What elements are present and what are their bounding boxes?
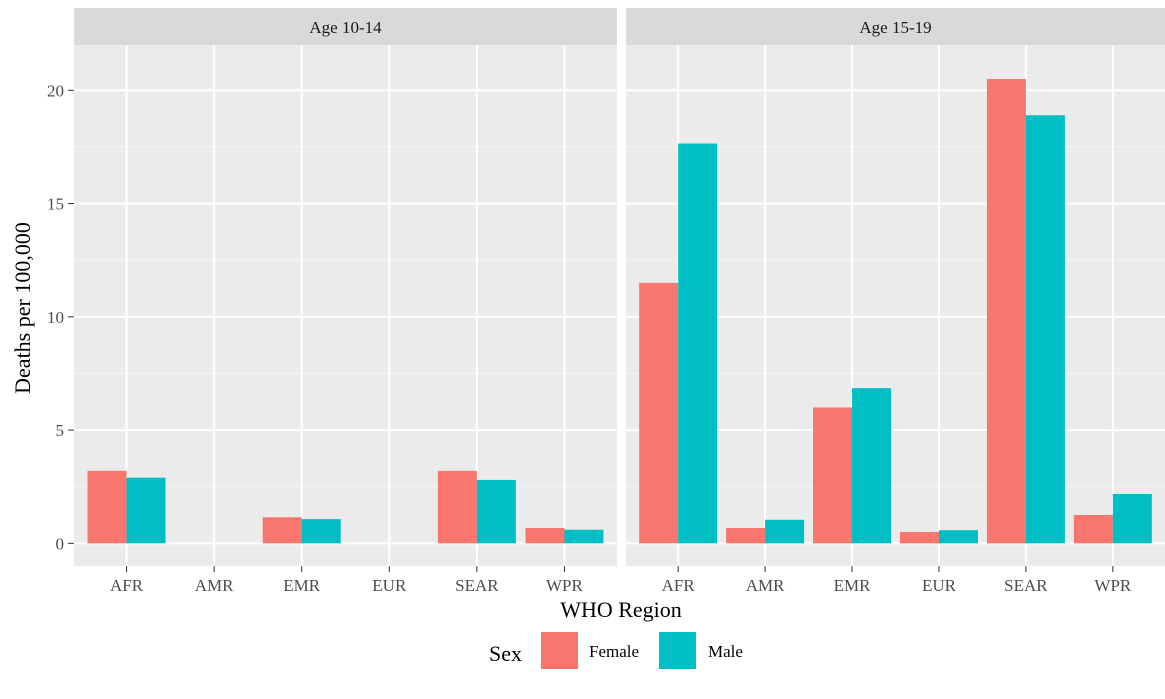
- facet-strip-label: Age 10-14: [309, 18, 382, 37]
- y-axis-title: Deaths per 100,000: [10, 222, 35, 394]
- panel-2: Age 15-19 AFR AMR EMR EUR SEAR WPR: [626, 8, 1165, 595]
- bar-male-afr: [678, 143, 718, 544]
- x-tick-label: EUR: [372, 576, 407, 595]
- x-tick-label: AMR: [746, 576, 785, 595]
- bar-male-emr: [852, 388, 892, 544]
- facet-strip: [626, 8, 1165, 45]
- x-axis-title: WHO Region: [560, 597, 682, 622]
- bar-female-sear: [986, 78, 1026, 544]
- y-tick-label: 5: [56, 421, 65, 440]
- bar-male-sear: [476, 479, 516, 544]
- bar-male-amr: [765, 519, 805, 544]
- bar-male-sear: [1025, 115, 1065, 544]
- y-tick-label: 10: [47, 308, 64, 327]
- bar-male-wpr: [564, 529, 604, 544]
- y-tick-label: 15: [47, 195, 64, 214]
- x-tick-label: AMR: [195, 576, 234, 595]
- legend-title: Sex: [489, 641, 522, 666]
- x-tick-label: EMR: [283, 576, 321, 595]
- x-tick-label: WPR: [1094, 576, 1132, 595]
- bar-female-eur: [899, 532, 939, 544]
- y-tick-label: 0: [56, 534, 65, 553]
- x-tick-label: WPR: [546, 576, 584, 595]
- y-tick-label: 20: [47, 81, 64, 100]
- bar-female-emr: [262, 517, 302, 544]
- x-tick-label: AFR: [662, 576, 696, 595]
- bar-male-wpr: [1112, 493, 1152, 544]
- bar-female-emr: [813, 407, 853, 544]
- panel-1: Age 10-14 AFR AMR EMR EUR SEAR WPR: [74, 8, 617, 595]
- legend-label-female: Female: [589, 642, 639, 661]
- x-tick-label: EUR: [922, 576, 957, 595]
- bar-female-wpr: [525, 527, 565, 544]
- legend-key-male: [659, 632, 696, 669]
- x-tick-label: SEAR: [1004, 576, 1048, 595]
- facet-strip: [74, 8, 617, 45]
- bar-male-eur: [938, 530, 978, 544]
- axis-layer: WHO Region Deaths per 100,000: [10, 222, 682, 622]
- facet-strip-label: Age 15-19: [859, 18, 931, 37]
- bar-female-afr: [639, 282, 679, 544]
- legend-label-male: Male: [708, 642, 743, 661]
- x-tick-label: EMR: [834, 576, 872, 595]
- bar-female-amr: [726, 527, 766, 544]
- legend-key-female: [541, 632, 578, 669]
- x-tick-label: AFR: [110, 576, 144, 595]
- bar-male-emr: [301, 519, 341, 544]
- bar-male-afr: [126, 477, 166, 544]
- bar-female-wpr: [1073, 515, 1113, 544]
- bar-female-sear: [437, 470, 477, 544]
- bar-female-afr: [87, 470, 127, 544]
- x-tick-label: SEAR: [455, 576, 499, 595]
- legend: Sex Female Male: [489, 632, 743, 669]
